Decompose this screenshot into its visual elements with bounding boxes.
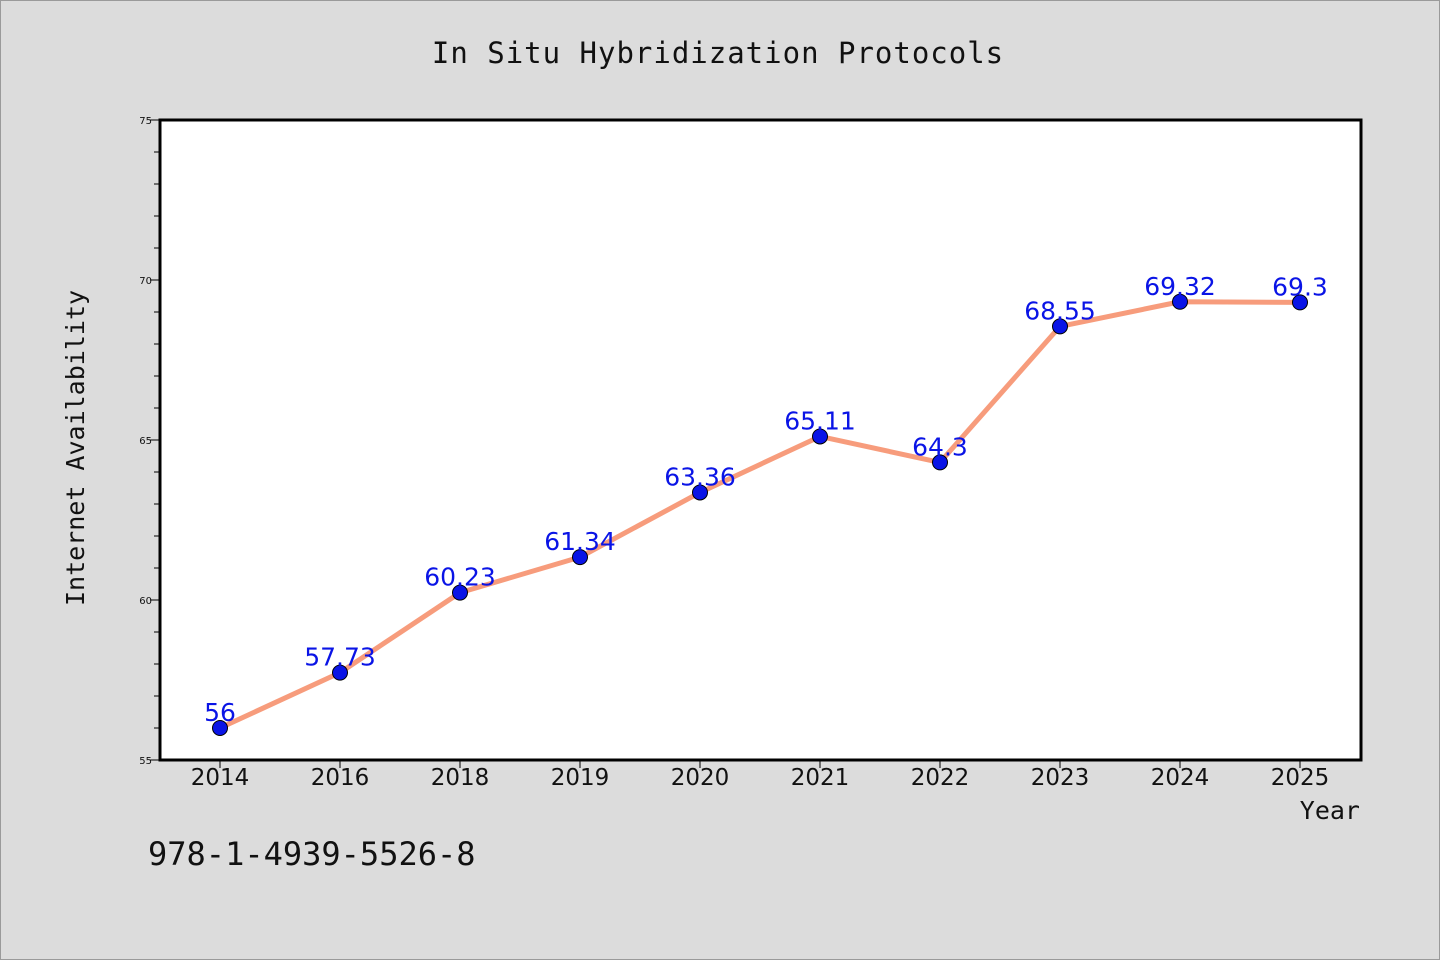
x-tick-label: 2023 — [1031, 765, 1090, 791]
data-point-marker — [932, 454, 948, 471]
data-point-marker — [1172, 293, 1188, 310]
data-label: 63.36 — [664, 462, 736, 491]
x-tick-label: 2020 — [671, 765, 730, 791]
data-label: 65.11 — [784, 406, 856, 435]
x-axis-label: Year — [1300, 796, 1360, 825]
footer-isbn: 978-1-4939-5526-8 — [148, 835, 476, 873]
data-point-marker — [332, 664, 348, 681]
chart-title: In Situ Hybridization Protocols — [432, 36, 1004, 70]
x-tick-label: 2024 — [1151, 765, 1210, 791]
data-label: 69.3 — [1272, 272, 1328, 301]
data-label: 57.73 — [304, 643, 376, 672]
data-point-marker — [1292, 294, 1308, 311]
data-point-marker — [812, 428, 828, 445]
x-tick-label: 2014 — [191, 765, 250, 791]
data-label: 56 — [204, 698, 236, 727]
data-point-marker — [212, 720, 228, 736]
data-label: 69.32 — [1144, 272, 1216, 301]
data-label: 61.34 — [544, 527, 616, 556]
y-axis-label: Internet Availability — [61, 290, 90, 606]
markers-group — [212, 293, 1308, 736]
data-point-marker — [452, 584, 468, 601]
x-tick-label: 2022 — [911, 765, 970, 791]
y-tick-label: 65 — [139, 436, 152, 447]
data-label: 68.55 — [1024, 296, 1096, 325]
y-axis: 55 60 65 70 75 — [139, 116, 160, 767]
x-tick-label: 2025 — [1271, 765, 1330, 791]
data-point-marker — [572, 549, 588, 566]
series-line-group — [217, 299, 1303, 731]
x-tick-label: 2021 — [791, 765, 850, 791]
series-line — [217, 299, 1303, 731]
y-tick-label: 75 — [139, 116, 152, 127]
x-axis: 2014 2016 2018 2019 2020 2021 2022 2023 2024 2025 — [191, 760, 1330, 791]
data-label: 60.23 — [424, 563, 496, 592]
plot-area — [158, 118, 1363, 762]
x-tick-label: 2016 — [311, 765, 370, 791]
y-tick-label: 55 — [139, 756, 152, 767]
y-tick-label: 60 — [139, 596, 152, 607]
data-label: 64.3 — [912, 432, 968, 461]
x-tick-label: 2019 — [551, 765, 610, 791]
y-tick-label: 70 — [139, 276, 152, 287]
data-labels-group: 56 57.73 60.23 61.34 63.36 65.11 64.3 68.55 69.3… — [204, 272, 1328, 727]
data-point-marker — [692, 484, 708, 501]
x-tick-label: 2018 — [431, 765, 490, 791]
data-point-marker — [1052, 318, 1068, 335]
